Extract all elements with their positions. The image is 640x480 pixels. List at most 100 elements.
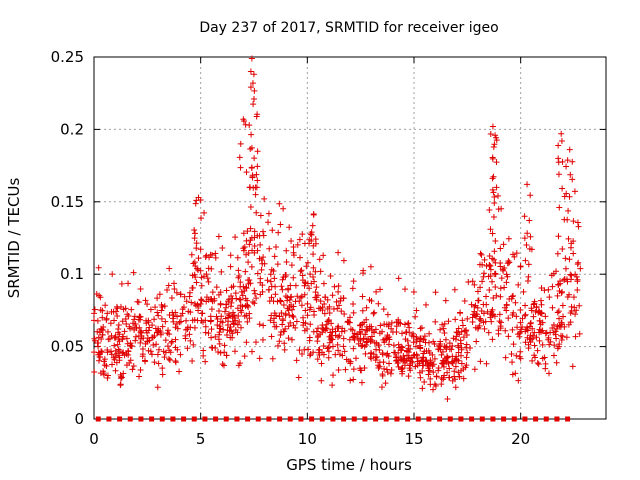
data-point xyxy=(380,306,387,313)
data-point xyxy=(268,333,275,340)
data-point xyxy=(451,368,458,375)
data-point xyxy=(375,362,382,369)
data-point xyxy=(318,360,325,367)
data-point xyxy=(489,336,496,343)
data-point xyxy=(94,339,101,346)
data-point xyxy=(321,300,328,307)
peak-point xyxy=(524,181,531,188)
data-point xyxy=(283,259,290,266)
data-point xyxy=(512,299,519,306)
data-point xyxy=(364,336,371,343)
data-point xyxy=(253,295,260,302)
tick-labels: 0 0.05 0.1 0.15 0.2 0.25 0 5 10 15 20 xyxy=(51,48,531,448)
data-point xyxy=(502,354,509,361)
data-point xyxy=(191,227,198,234)
peak-point xyxy=(248,55,255,62)
data-point xyxy=(103,316,110,323)
data-point xyxy=(276,338,283,345)
data-point xyxy=(189,284,196,291)
data-point xyxy=(481,256,488,263)
data-point xyxy=(112,347,119,354)
data-point xyxy=(487,226,494,233)
zero-marker xyxy=(426,416,432,422)
data-point xyxy=(198,317,205,324)
data-point xyxy=(130,269,137,276)
peak-point xyxy=(489,123,496,130)
data-point xyxy=(556,315,563,322)
zero-marker xyxy=(159,416,165,422)
data-point xyxy=(563,163,570,170)
data-point xyxy=(226,327,233,334)
data-point xyxy=(209,251,216,258)
data-point xyxy=(194,301,201,308)
data-point xyxy=(561,276,568,283)
data-point xyxy=(303,263,310,270)
data-point xyxy=(290,243,297,250)
data-point xyxy=(320,280,327,287)
data-point xyxy=(230,320,237,327)
data-point xyxy=(481,325,488,332)
data-point xyxy=(150,342,157,349)
data-point xyxy=(244,318,251,325)
data-point xyxy=(100,371,107,378)
data-point xyxy=(358,379,365,386)
data-point xyxy=(395,275,402,282)
data-point xyxy=(203,271,210,278)
data-point xyxy=(493,292,500,299)
data-point xyxy=(378,384,385,391)
data-point xyxy=(260,254,267,261)
data-point xyxy=(284,297,291,304)
data-point xyxy=(382,335,389,342)
data-point xyxy=(406,355,413,362)
data-point xyxy=(496,318,503,325)
data-point xyxy=(215,349,222,356)
data-point xyxy=(280,302,287,309)
x-tick-label: 15 xyxy=(404,430,423,448)
zero-marker xyxy=(543,416,549,422)
data-point xyxy=(328,320,335,327)
data-point xyxy=(161,354,168,361)
data-point xyxy=(480,310,487,317)
data-point xyxy=(100,368,107,375)
peak-point xyxy=(310,211,317,218)
data-point xyxy=(569,176,576,183)
data-point xyxy=(541,354,548,361)
data-point xyxy=(367,263,374,270)
data-point xyxy=(216,329,223,336)
data-point xyxy=(213,313,220,320)
data-point xyxy=(526,217,533,224)
data-point xyxy=(102,302,109,309)
data-point xyxy=(474,288,481,295)
data-point xyxy=(249,173,256,180)
data-point xyxy=(373,288,380,295)
data-point xyxy=(528,307,535,314)
data-point xyxy=(525,273,532,280)
data-point xyxy=(375,300,382,307)
zero-markers xyxy=(95,416,571,422)
data-point xyxy=(401,362,408,369)
data-point xyxy=(171,286,178,293)
data-point xyxy=(251,287,258,294)
data-point xyxy=(229,313,236,320)
data-point xyxy=(563,334,570,341)
data-point xyxy=(400,352,407,359)
data-point xyxy=(246,122,253,129)
data-point xyxy=(491,199,498,206)
data-point xyxy=(212,333,219,340)
data-point xyxy=(574,219,581,226)
data-point xyxy=(340,343,347,350)
data-point xyxy=(570,218,577,225)
data-point xyxy=(265,210,272,217)
data-point xyxy=(114,341,121,348)
data-point xyxy=(346,314,353,321)
data-point xyxy=(490,295,497,302)
data-point xyxy=(555,155,562,162)
data-point xyxy=(209,344,216,351)
data-point xyxy=(217,318,224,325)
data-point xyxy=(575,223,582,230)
data-point xyxy=(215,233,222,240)
data-point xyxy=(247,84,254,91)
data-point xyxy=(316,256,323,263)
data-point xyxy=(438,375,445,382)
data-point xyxy=(513,352,520,359)
